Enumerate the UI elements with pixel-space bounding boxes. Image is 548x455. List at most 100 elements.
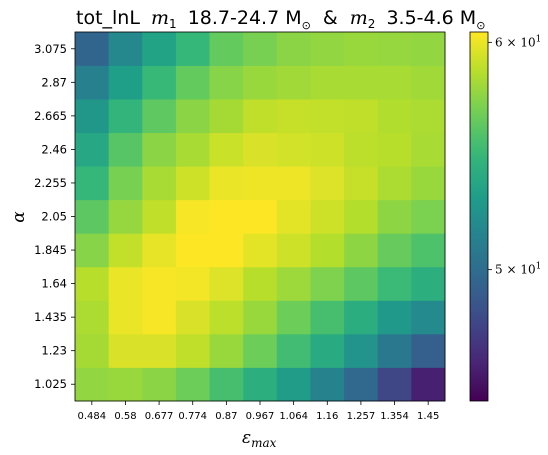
heatmap-cell	[276, 166, 311, 201]
heatmap-cell	[344, 32, 379, 66]
title-m1-range: 18.7-24.7 M	[188, 7, 302, 29]
heatmap-cell	[142, 65, 177, 100]
heatmap-cell	[209, 300, 244, 335]
heatmap-cell	[276, 300, 311, 335]
x-tick-label: 0.774	[178, 411, 207, 422]
heatmap-cell	[175, 32, 210, 66]
y-axis: 1.025 1.23 1.435 1.64 1.845 2.05 2.255 2.46 2.66…	[34, 42, 75, 391]
x-tick-label: 1.257	[347, 411, 376, 422]
heatmap-cell	[108, 266, 143, 301]
heatmap-cell	[142, 300, 177, 335]
y-tick-label: 2.87	[41, 75, 67, 89]
x-tick-label: 1.45	[417, 411, 439, 422]
heatmap-cell	[209, 266, 244, 301]
colorbar	[469, 31, 489, 402]
heatmap-cell	[377, 333, 412, 368]
heatmap-cell	[377, 199, 412, 234]
heatmap-cell	[142, 32, 177, 66]
heatmap-cell	[108, 199, 143, 234]
heatmap-cell	[75, 266, 110, 301]
heatmap-cell	[243, 233, 278, 268]
heatmap-cell	[276, 367, 311, 402]
heatmap-cell	[75, 367, 110, 402]
heatmap-cell	[310, 32, 345, 66]
x-tick-label: 0.967	[246, 411, 275, 422]
heatmap-cell	[108, 32, 143, 66]
heatmap-cell	[142, 166, 177, 201]
heatmap-cell	[411, 132, 446, 167]
heatmap-cell	[209, 166, 244, 201]
heatmap-cell	[344, 333, 379, 368]
heatmap-cell	[310, 199, 345, 234]
heatmap-cell	[310, 166, 345, 201]
heatmap-cell	[209, 367, 244, 402]
heatmap-cell	[142, 99, 177, 134]
heatmap-cell	[377, 32, 412, 66]
heatmap-cell	[175, 99, 210, 134]
heatmap-cell	[209, 65, 244, 100]
heatmap-cell	[243, 367, 278, 402]
y-tick-label: 2.665	[34, 109, 67, 123]
heatmap-cell	[310, 233, 345, 268]
y-tick-label: 1.845	[34, 243, 67, 257]
heatmap-cell	[175, 166, 210, 201]
y-axis-label: α	[9, 211, 29, 223]
heatmap-cell	[243, 32, 278, 66]
heatmap-cells	[75, 32, 446, 402]
heatmap-cell	[175, 199, 210, 234]
heatmap-cell	[108, 300, 143, 335]
heatmap-cell	[175, 367, 210, 402]
heatmap-cell	[142, 266, 177, 301]
heatmap-cell	[209, 333, 244, 368]
heatmap-cell	[377, 166, 412, 201]
x-tick-label: 0.87	[215, 411, 237, 422]
heatmap-cell	[75, 99, 110, 134]
heatmap-cell	[142, 367, 177, 402]
heatmap-cell	[310, 300, 345, 335]
heatmap-cell	[175, 132, 210, 167]
heatmap-cell	[175, 333, 210, 368]
heatmap-cell	[411, 300, 446, 335]
heatmap-cell	[344, 300, 379, 335]
heatmap-cell	[411, 166, 446, 201]
heatmap-cell	[108, 166, 143, 201]
heatmap-cell	[142, 199, 177, 234]
title-lead: tot_lnL	[76, 7, 140, 29]
y-tick-label: 1.435	[34, 310, 67, 324]
heatmap-cell	[75, 300, 110, 335]
heatmap-cell	[75, 333, 110, 368]
heatmap-cell	[310, 132, 345, 167]
y-tick-label: 1.64	[41, 277, 67, 291]
heatmap-cell	[108, 99, 143, 134]
heatmap-cell	[344, 266, 379, 301]
heatmap-cell	[243, 166, 278, 201]
heatmap-cell	[243, 333, 278, 368]
y-tick-label: 2.46	[41, 142, 67, 156]
heatmap-cell	[142, 233, 177, 268]
heatmap-cell	[411, 199, 446, 234]
heatmap-cell	[344, 132, 379, 167]
heatmap-cell	[75, 32, 110, 66]
y-tick-label: 2.05	[41, 210, 67, 224]
heatmap-cell	[411, 99, 446, 134]
heatmap-cell	[108, 132, 143, 167]
colorbar-ticks: 6 × 101 5 × 101	[488, 34, 541, 277]
heatmap-cell	[344, 199, 379, 234]
heatmap-cell	[75, 233, 110, 268]
title-ampersand: &	[323, 7, 338, 29]
heatmap-cell	[75, 166, 110, 201]
heatmap-cell	[276, 65, 311, 100]
x-axis: 0.484 0.58 0.677 0.774 0.87 0.967 1.064 1.16 1.2…	[77, 401, 439, 422]
heatmap-cell	[411, 233, 446, 268]
heatmap-cell	[377, 65, 412, 100]
heatmap-cell	[276, 199, 311, 234]
heatmap-cell	[411, 367, 446, 402]
heatmap-cell	[209, 199, 244, 234]
heatmap-cell	[310, 367, 345, 402]
heatmap-cell	[411, 333, 446, 368]
heatmap-cell	[276, 132, 311, 167]
title-m2-symbol: m	[350, 7, 368, 29]
x-tick-label: 1.354	[380, 411, 409, 422]
heatmap-cell	[75, 65, 110, 100]
heatmap-cell	[377, 367, 412, 402]
